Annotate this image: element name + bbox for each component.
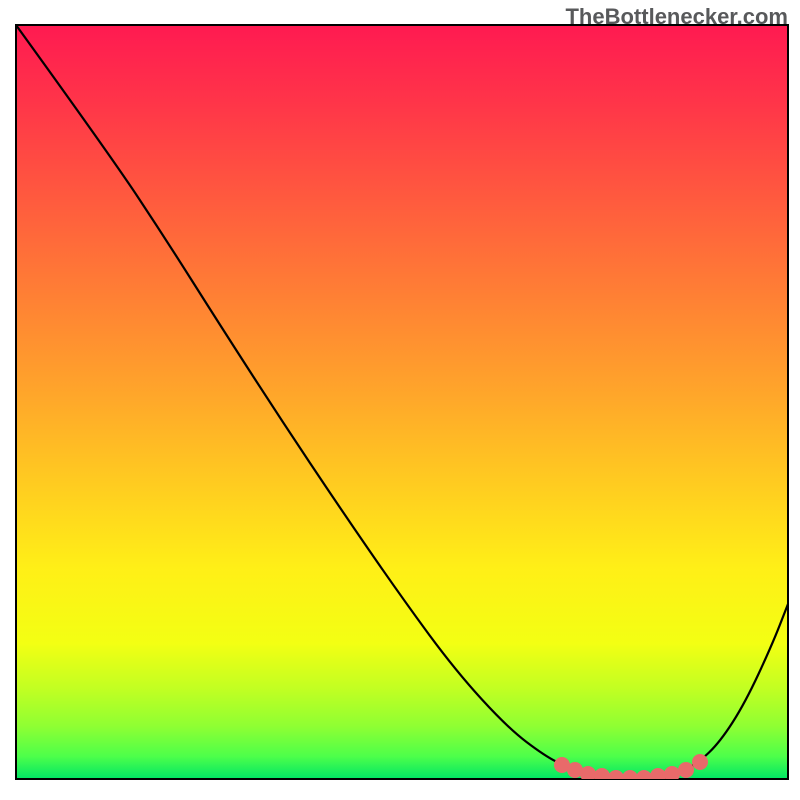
marker-dot <box>594 768 610 784</box>
gradient-background <box>16 25 788 779</box>
bottleneck-chart: TheBottlenecker.com <box>0 0 800 800</box>
marker-dot <box>678 762 694 778</box>
marker-dot <box>636 770 652 786</box>
marker-dot <box>608 770 624 786</box>
watermark-text: TheBottlenecker.com <box>565 4 788 30</box>
marker-dot <box>650 768 666 784</box>
marker-dot <box>622 770 638 786</box>
marker-dot <box>692 754 708 770</box>
chart-svg <box>0 0 800 800</box>
